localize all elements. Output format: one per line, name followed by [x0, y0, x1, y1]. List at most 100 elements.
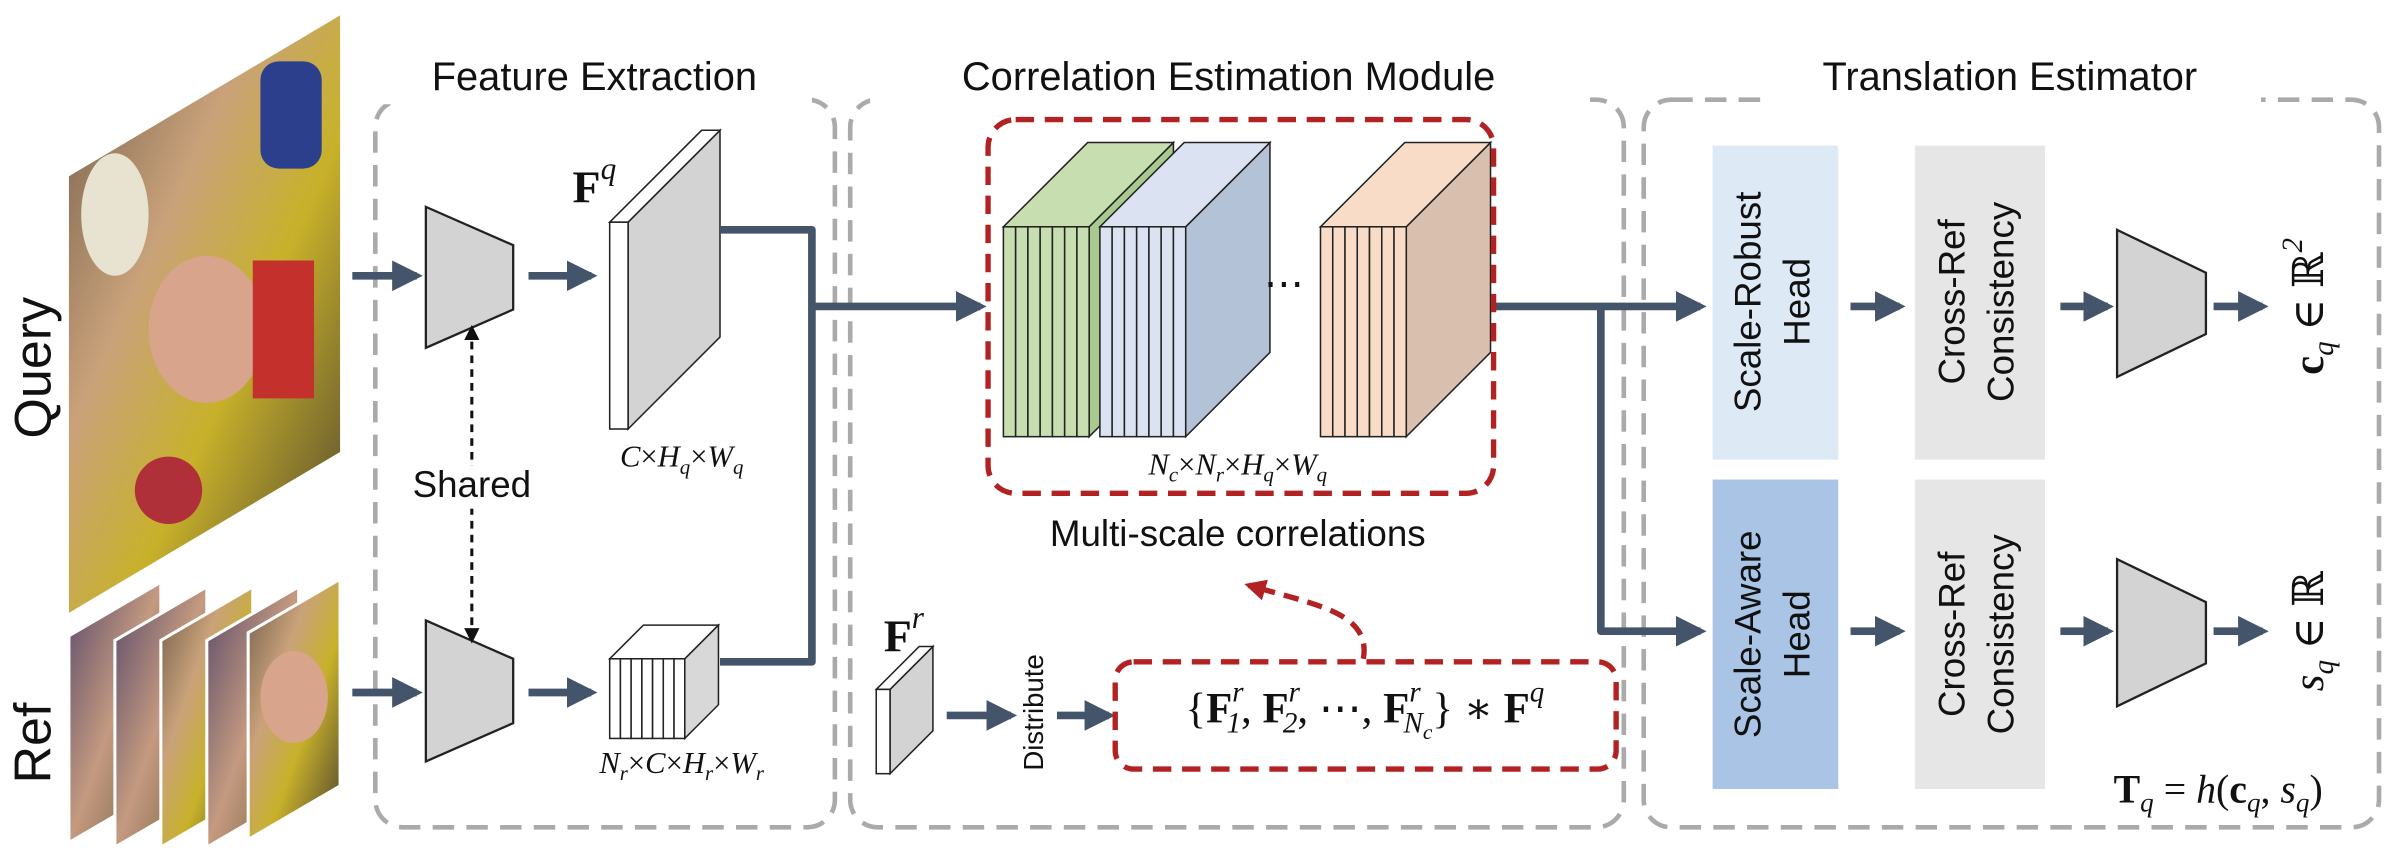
block-slice: [1393, 226, 1408, 438]
block-slice: [1344, 226, 1359, 438]
aware-head-box: [1712, 479, 1839, 789]
formula-frame: [1112, 659, 1619, 772]
math-part: c: [2286, 356, 2333, 375]
encoders: [424, 205, 2208, 764]
block-slice: [1135, 226, 1150, 438]
math-part: =: [2154, 768, 2196, 812]
arrows: [352, 226, 2269, 731]
consistency-box: [1914, 145, 2046, 460]
math-part: {: [1185, 685, 1206, 732]
block-slice: [608, 658, 622, 740]
math-part: , ⋯,: [1297, 685, 1383, 732]
section-title: Correlation Estimation Module: [962, 55, 1495, 99]
math-part: ∈ ℝ: [2286, 571, 2333, 660]
math-part: ×: [1224, 447, 1241, 481]
math-part: r: [1289, 676, 1301, 708]
math-part: ∈ ℝ: [2286, 252, 2333, 341]
robust-head-box: [1712, 145, 1839, 460]
math-part: F: [884, 610, 912, 661]
math-part: F: [1383, 685, 1409, 732]
correlation-frame: [985, 116, 1497, 497]
math-part: T: [2114, 768, 2141, 812]
math-part: h: [2196, 768, 2216, 812]
block-slice: [1002, 226, 1017, 438]
math-part: q: [680, 455, 690, 479]
query-image: [68, 15, 341, 613]
ellipsis: ⋯: [1264, 262, 1304, 306]
center-output: cq ∈ ℝ2: [2277, 238, 2340, 375]
math-part: H: [657, 440, 682, 474]
distribute-arrow: [1244, 579, 1367, 660]
query-shape: C×Hq×Wq: [620, 440, 743, 479]
block-slice: [1027, 226, 1041, 438]
math-part: r: [1232, 676, 1244, 708]
connector: [719, 226, 816, 307]
math-part: ×: [1178, 447, 1195, 481]
math-part: s: [2280, 768, 2296, 812]
block-slice: [1123, 226, 1138, 438]
block-slice: [1076, 226, 1090, 438]
math-part: c: [1423, 720, 1433, 744]
math-part: r: [620, 761, 629, 785]
shared-label: Shared: [413, 464, 532, 505]
section-title: Translation Estimator: [1823, 55, 2198, 99]
math-part: (: [2216, 768, 2229, 812]
math-part: W: [707, 440, 735, 474]
block-slice: [651, 658, 665, 740]
box-label: Consistency: [1980, 534, 2021, 735]
block-slice: [1380, 226, 1395, 438]
block-slice: [662, 658, 675, 740]
math-part: N: [598, 746, 621, 780]
math-part: N: [1194, 447, 1217, 481]
math-part: s: [2286, 675, 2333, 692]
math-part: r: [1409, 676, 1421, 708]
math-part: ,: [1241, 685, 1262, 732]
correlation-shape: Nc×Nr×Hq×Wq: [1147, 447, 1327, 486]
query-feature-symbol: Fq: [573, 151, 617, 212]
math-part: c: [1169, 462, 1179, 486]
ref-images: [67, 576, 342, 850]
math-part: 1: [1226, 707, 1241, 739]
math-part: C: [645, 746, 666, 780]
math-part: q: [1263, 462, 1273, 486]
block-slice: [1331, 226, 1346, 438]
math-part: F: [1504, 685, 1530, 732]
math-part: q: [2247, 788, 2261, 818]
block-slice: [1319, 226, 1334, 438]
math-part: q: [2308, 660, 2340, 675]
distribute-label: Distribute: [1018, 654, 1049, 770]
math-part: ): [2309, 768, 2322, 812]
formula: {Fr 1, Fr 2, ⋯, Fr Nc} ∗ Fq: [1185, 676, 1544, 744]
block-slice: [608, 221, 629, 430]
connector: [719, 306, 816, 666]
math-part: ×: [713, 746, 730, 780]
math-part: N: [1402, 707, 1424, 739]
math-part: r: [705, 761, 714, 785]
ref-feature-symbol: Fr: [884, 600, 925, 661]
math-part: q: [733, 455, 743, 479]
math-part: q: [2140, 788, 2154, 818]
math-part: F: [573, 161, 601, 212]
box-label: Cross-Ref: [1931, 551, 1972, 717]
block-slice: [1039, 226, 1054, 438]
scale-output: sq ∈ ℝ: [2286, 571, 2340, 691]
math-part: ,: [2261, 768, 2281, 812]
box-label: Head: [1777, 590, 1818, 678]
ref-shape: Nr×C×Hr×Wr: [598, 746, 765, 785]
math-part: H: [1240, 447, 1265, 481]
math-part: ×: [628, 746, 645, 780]
block-slice: [1160, 226, 1175, 438]
math-part: q: [2296, 788, 2310, 818]
math-part: F: [1262, 685, 1288, 732]
block-slice: [1063, 226, 1078, 438]
math-part: 2: [2277, 238, 2309, 253]
math-part: r: [1216, 462, 1225, 486]
block-slice: [673, 658, 686, 740]
block-slice: [875, 688, 891, 775]
ref-label: Ref: [5, 702, 63, 784]
block-slice: [1172, 226, 1187, 438]
math-part: } ∗: [1432, 685, 1503, 732]
block-slice: [1051, 226, 1066, 438]
math-part: C: [620, 440, 641, 474]
